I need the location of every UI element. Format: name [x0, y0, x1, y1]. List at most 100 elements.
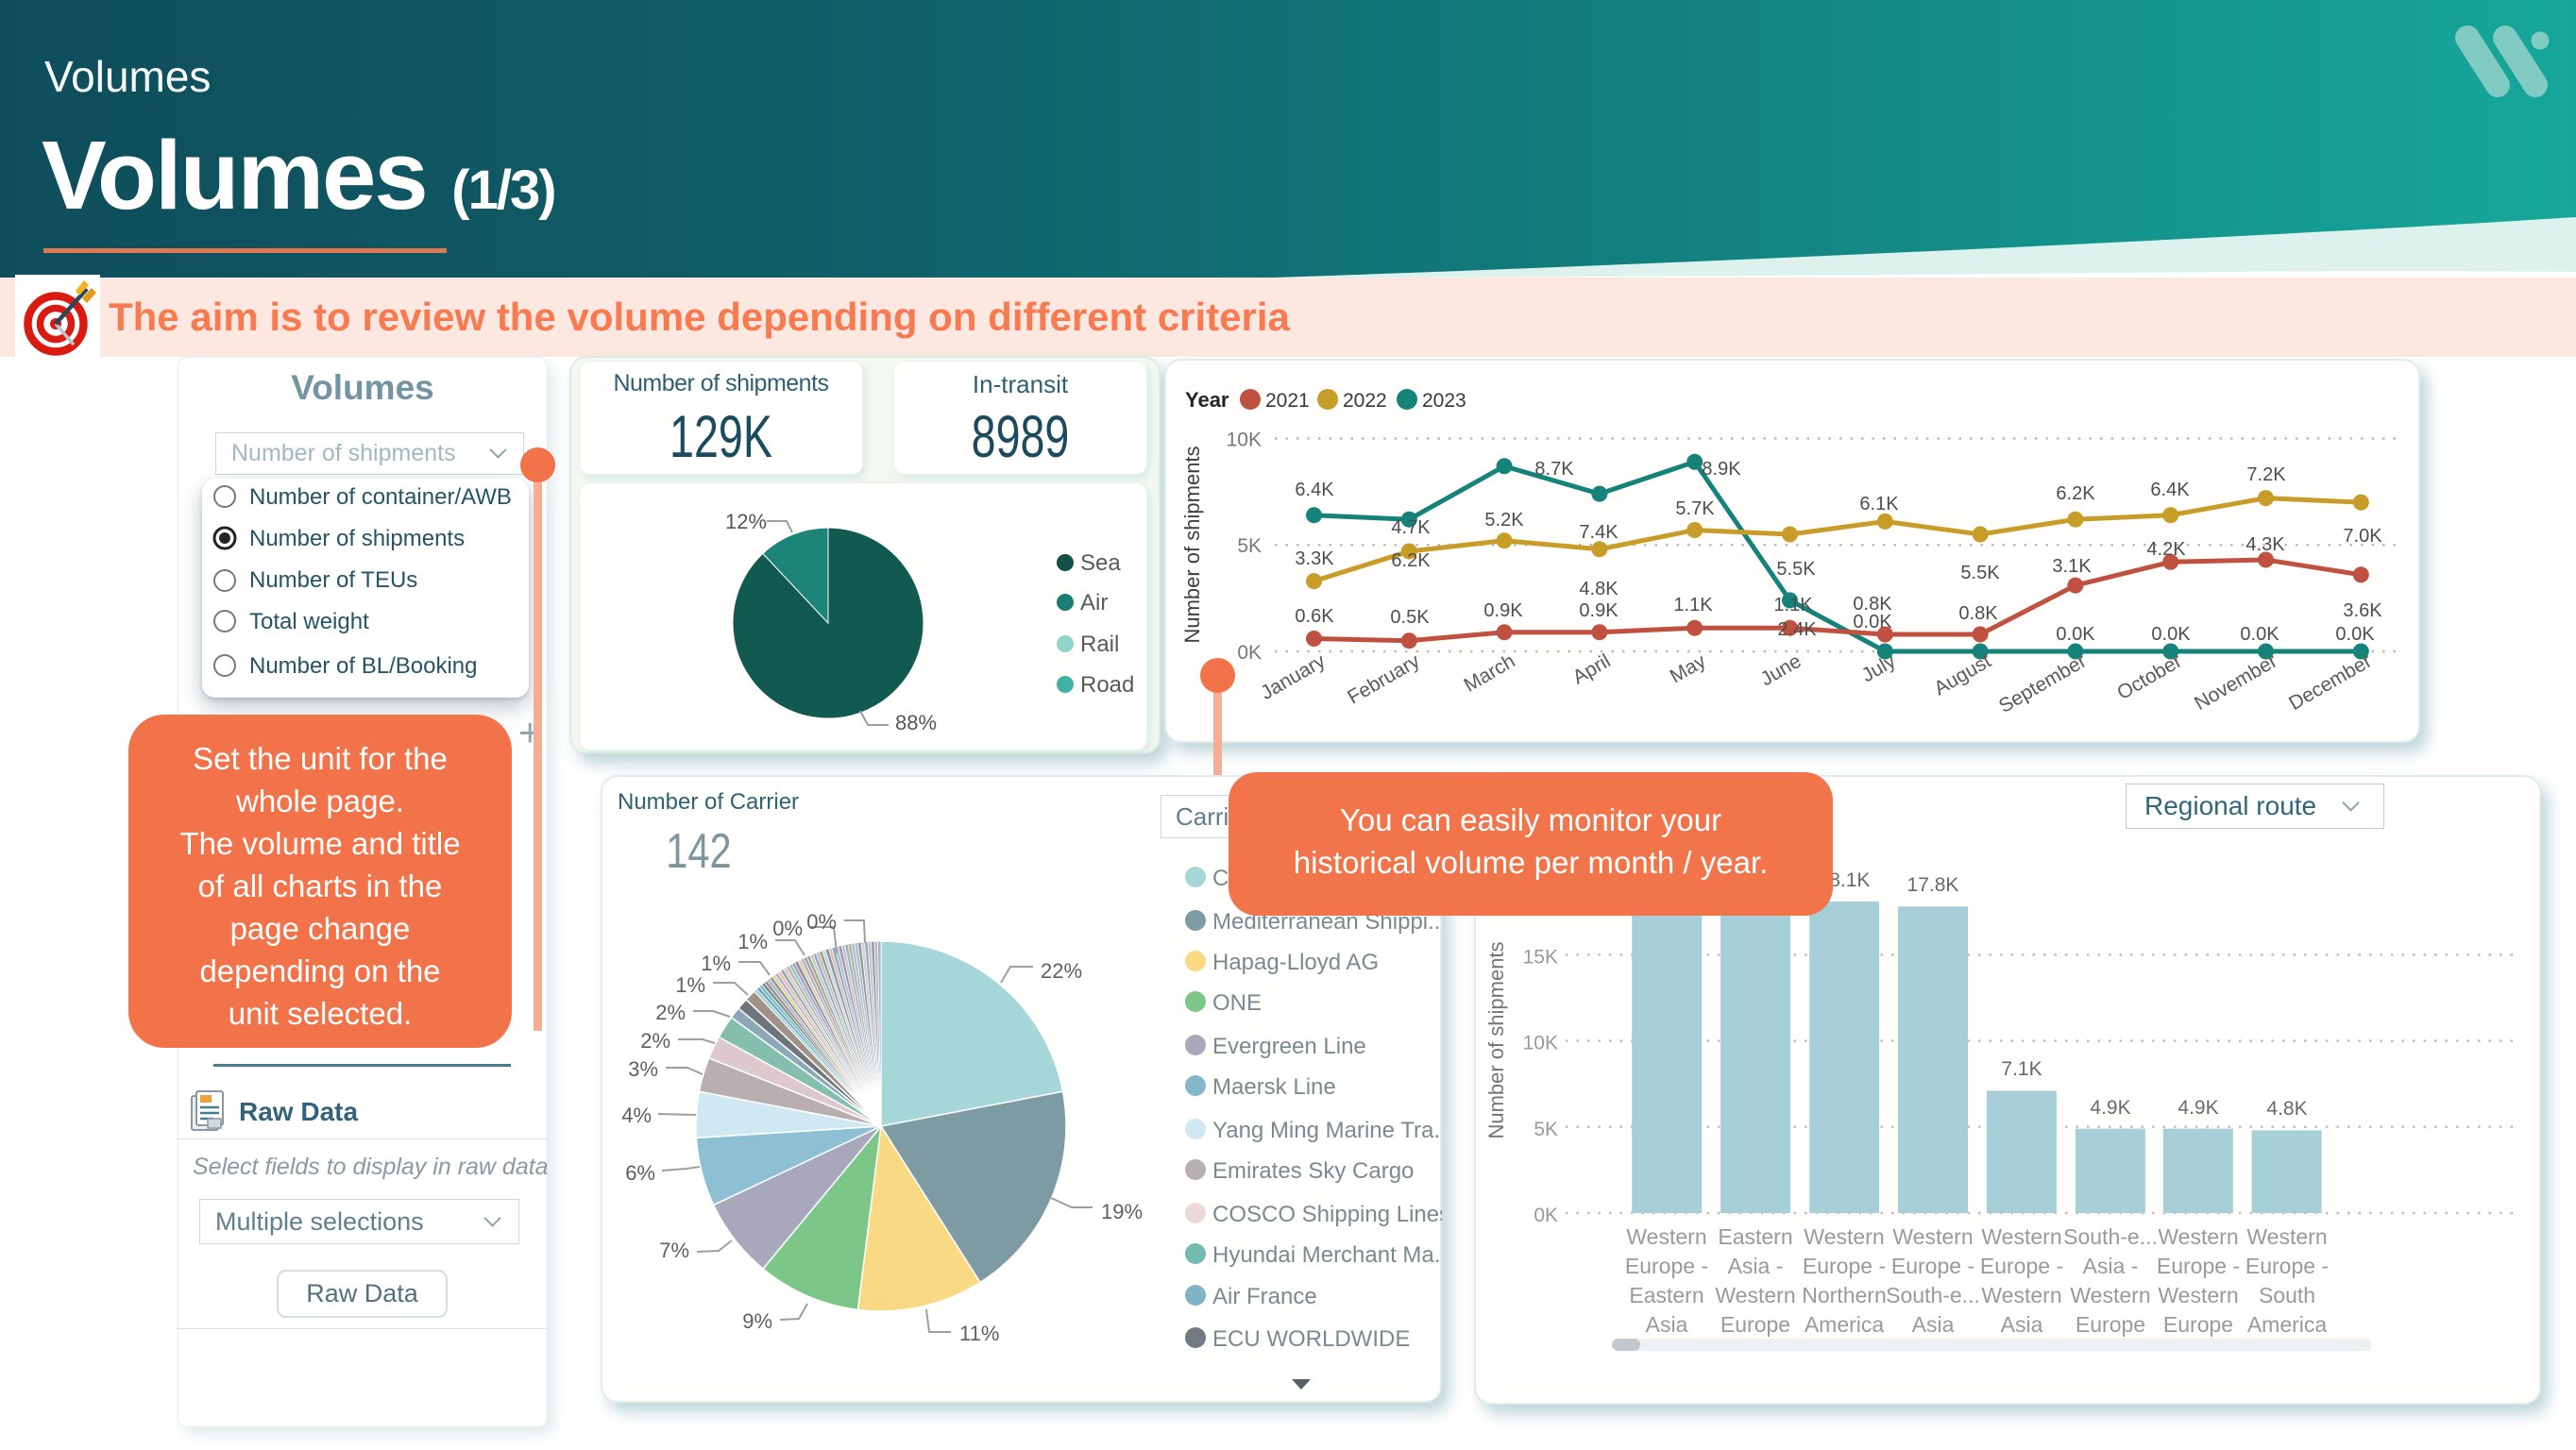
- svg-text:2.4K: 2.4K: [1777, 619, 1817, 640]
- svg-text:Maersk Line: Maersk Line: [1212, 1074, 1336, 1100]
- svg-text:15K: 15K: [1523, 946, 1558, 968]
- svg-text:April: April: [1569, 650, 1615, 689]
- svg-text:4.7K: 4.7K: [1391, 517, 1431, 538]
- svg-text:11%: 11%: [959, 1322, 999, 1345]
- svg-text:Europe: Europe: [1720, 1312, 1790, 1337]
- svg-text:5.5K: 5.5K: [1960, 563, 2000, 583]
- svg-text:17.8K: 17.8K: [1907, 874, 1959, 896]
- svg-text:1%: 1%: [701, 952, 731, 975]
- svg-text:Europe: Europe: [2076, 1312, 2145, 1337]
- svg-text:Northern: Northern: [1802, 1283, 1886, 1307]
- svg-text:Air France: Air France: [1212, 1284, 1317, 1309]
- svg-text:America: America: [2247, 1312, 2328, 1337]
- svg-text:Europe -: Europe -: [2157, 1254, 2240, 1278]
- svg-text:4.9K: 4.9K: [2178, 1097, 2218, 1119]
- svg-text:South: South: [2259, 1283, 2315, 1307]
- svg-text:ONE: ONE: [1212, 990, 1262, 1016]
- svg-text:Western: Western: [2070, 1283, 2150, 1307]
- svg-text:Western: Western: [1892, 1224, 1973, 1249]
- svg-text:0.0K: 0.0K: [1853, 612, 1892, 632]
- svg-text:January: January: [1257, 649, 1330, 704]
- svg-text:Western: Western: [2158, 1283, 2238, 1307]
- svg-text:South-e...: South-e...: [2063, 1224, 2158, 1249]
- svg-text:December: December: [2285, 650, 2375, 715]
- svg-text:Europe -: Europe -: [1625, 1254, 1708, 1278]
- svg-text:Europe: Europe: [2163, 1312, 2233, 1337]
- svg-text:Hyundai Merchant Ma...: Hyundai Merchant Ma...: [1212, 1242, 1442, 1268]
- svg-text:7%: 7%: [659, 1239, 689, 1262]
- svg-text:7.2K: 7.2K: [2246, 464, 2286, 485]
- svg-text:9%: 9%: [742, 1309, 772, 1333]
- svg-text:4.8K: 4.8K: [2266, 1098, 2307, 1120]
- svg-text:5K: 5K: [1534, 1119, 1558, 1140]
- svg-text:Europe -: Europe -: [1980, 1254, 2063, 1278]
- svg-text:0.5K: 0.5K: [1390, 607, 1430, 628]
- svg-text:8.9K: 8.9K: [1702, 459, 1741, 480]
- svg-text:Number of container/AWB: Number of container/AWB: [249, 484, 512, 510]
- svg-text:May: May: [1667, 649, 1710, 687]
- svg-text:America: America: [1805, 1312, 1885, 1337]
- svg-text:ECU WORLDWIDE: ECU WORLDWIDE: [1212, 1326, 1410, 1352]
- svg-text:0.0K: 0.0K: [2151, 624, 2191, 645]
- svg-text:August: August: [1930, 650, 1994, 700]
- svg-text:0.0K: 0.0K: [2335, 624, 2375, 645]
- svg-text:5.2K: 5.2K: [1484, 510, 1524, 531]
- svg-text:6.4K: 6.4K: [1295, 480, 1334, 500]
- svg-text:Hapag-Lloyd AG: Hapag-Lloyd AG: [1212, 950, 1379, 975]
- svg-text:3.6K: 3.6K: [2343, 600, 2382, 621]
- svg-text:10K: 10K: [1227, 430, 1262, 451]
- svg-text:October: October: [2113, 650, 2185, 704]
- svg-text:Western: Western: [1804, 1224, 1884, 1249]
- svg-text:2023: 2023: [1422, 390, 1466, 412]
- svg-text:South-e...: South-e...: [1886, 1283, 1980, 1307]
- svg-text:July: July: [1858, 649, 1900, 686]
- svg-text:10K: 10K: [1523, 1033, 1558, 1054]
- svg-text:June: June: [1757, 650, 1805, 691]
- svg-text:5K: 5K: [1237, 535, 1262, 557]
- svg-text:Total weight: Total weight: [249, 609, 369, 634]
- svg-text:6.2K: 6.2K: [1391, 550, 1431, 571]
- svg-text:1%: 1%: [737, 930, 768, 953]
- svg-text:0K: 0K: [1237, 642, 1262, 664]
- svg-text:Asia -: Asia -: [2083, 1254, 2139, 1278]
- svg-text:Road: Road: [1080, 672, 1134, 698]
- svg-text:0%: 0%: [806, 910, 837, 934]
- svg-text:0.6K: 0.6K: [1295, 606, 1334, 627]
- svg-text:5.7K: 5.7K: [1675, 498, 1715, 519]
- svg-text:Western: Western: [2246, 1224, 2327, 1249]
- svg-text:November: November: [2191, 650, 2280, 715]
- svg-text:COSCO Shipping Lines: COSCO Shipping Lines: [1212, 1202, 1442, 1227]
- svg-text:3.1K: 3.1K: [2052, 556, 2092, 577]
- svg-text:2%: 2%: [640, 1029, 670, 1053]
- svg-text:Western: Western: [1981, 1283, 2061, 1307]
- svg-text:Europe -: Europe -: [2246, 1254, 2329, 1278]
- svg-text:0.9K: 0.9K: [1483, 600, 1523, 621]
- svg-text:0.9K: 0.9K: [1579, 600, 1618, 621]
- svg-text:Western: Western: [1981, 1224, 2061, 1249]
- svg-text:Europe -: Europe -: [1803, 1254, 1886, 1278]
- svg-text:Number of shipments: Number of shipments: [249, 526, 465, 551]
- svg-text:3%: 3%: [628, 1057, 658, 1081]
- svg-text:6.2K: 6.2K: [2056, 483, 2095, 504]
- svg-text:Asia: Asia: [1912, 1312, 1955, 1337]
- svg-text:8.7K: 8.7K: [1534, 459, 1574, 480]
- svg-text:Eastern: Eastern: [1629, 1283, 1703, 1307]
- svg-text:Sea: Sea: [1080, 550, 1121, 576]
- svg-text:4.9K: 4.9K: [2090, 1097, 2130, 1119]
- svg-text:Emirates Sky Cargo: Emirates Sky Cargo: [1212, 1158, 1414, 1184]
- svg-text:Air: Air: [1080, 590, 1108, 615]
- svg-text:2021: 2021: [1265, 390, 1310, 412]
- svg-text:February: February: [1344, 649, 1424, 708]
- svg-text:Europe -: Europe -: [1891, 1254, 1974, 1278]
- svg-text:September: September: [1995, 650, 2090, 717]
- svg-text:0.8K: 0.8K: [1853, 594, 1892, 615]
- svg-text:Asia -: Asia -: [1728, 1254, 1784, 1278]
- svg-text:3.3K: 3.3K: [1295, 548, 1334, 569]
- svg-text:Western: Western: [1715, 1283, 1795, 1307]
- svg-text:0.0K: 0.0K: [2056, 624, 2095, 645]
- svg-text:19%: 19%: [1101, 1200, 1143, 1223]
- svg-text:0%: 0%: [772, 917, 803, 940]
- svg-text:1%: 1%: [675, 973, 705, 997]
- svg-text:Western: Western: [2158, 1224, 2238, 1249]
- svg-text:7.1K: 7.1K: [2001, 1058, 2042, 1080]
